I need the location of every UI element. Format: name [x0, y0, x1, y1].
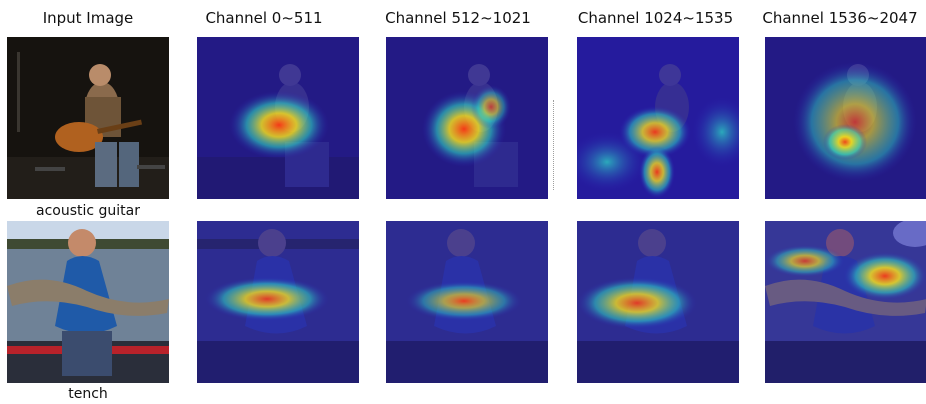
column-header-channel-0-511: Channel 0~511	[205, 9, 323, 27]
divider-dots	[553, 100, 558, 190]
heatmap-overlay	[765, 221, 926, 383]
heatmap-guitar-channel-512-1021	[386, 37, 548, 199]
heatmap-tench-channel-0-511	[197, 221, 359, 383]
column-header-channel-1536-2047: Channel 1536~2047	[762, 9, 918, 27]
column-header-input-image: Input Image	[42, 9, 134, 27]
heatmap-overlay	[386, 221, 548, 383]
row-label-acoustic-guitar: acoustic guitar	[35, 203, 140, 219]
column-header-channel-1024-1535: Channel 1024~1535	[577, 9, 734, 27]
guitar-photo	[7, 37, 169, 199]
heatmap-tench-channel-1024-1535	[577, 221, 739, 383]
heatmap-overlay	[577, 37, 739, 199]
heatmap-overlay	[577, 221, 739, 383]
heatmap-overlay	[765, 37, 926, 199]
tench-photo	[7, 221, 169, 383]
row-label-tench: tench	[68, 386, 108, 402]
heatmap-guitar-channel-0-511	[197, 37, 359, 199]
heatmap-overlay	[197, 221, 359, 383]
input-image-guitar-player	[7, 37, 169, 199]
heatmap-overlay	[386, 37, 548, 199]
input-image-woman-with-fish	[7, 221, 169, 383]
heatmap-tench-channel-1536-2047	[765, 221, 926, 383]
heatmap-guitar-channel-1536-2047	[765, 37, 926, 199]
heatmap-overlay	[197, 37, 359, 199]
heatmap-tench-channel-512-1021	[386, 221, 548, 383]
column-header-channel-512-1021: Channel 512~1021	[385, 9, 531, 27]
heatmap-guitar-channel-1024-1535	[577, 37, 739, 199]
